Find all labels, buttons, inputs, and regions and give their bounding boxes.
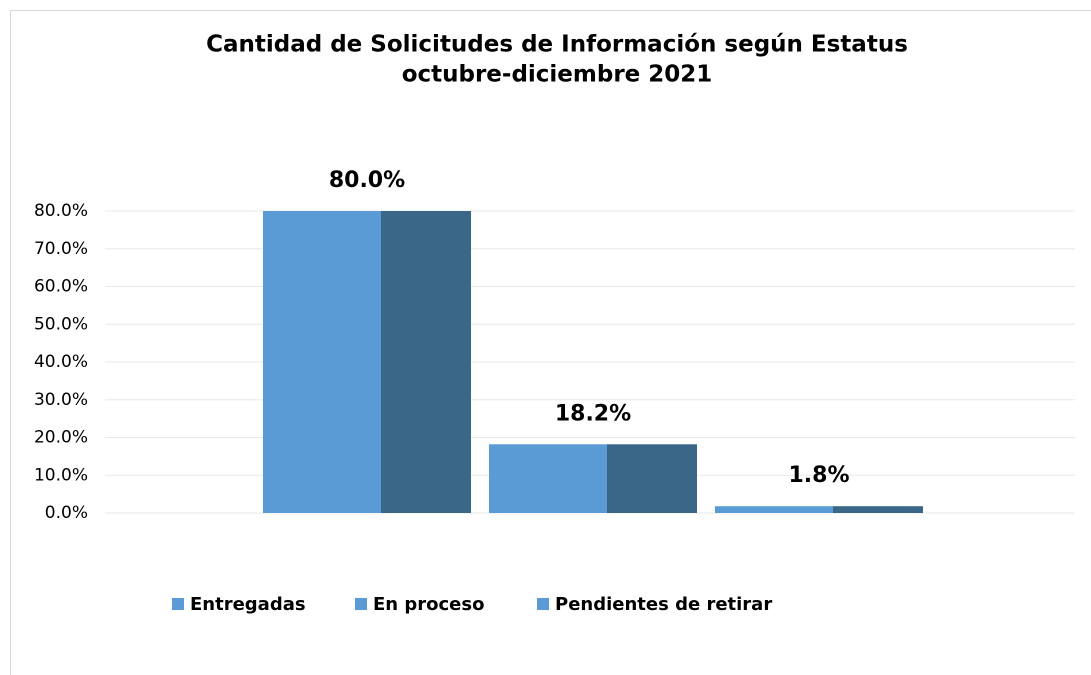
bar-side bbox=[833, 506, 923, 513]
y-tick-label: 60.0% bbox=[34, 277, 88, 297]
y-tick-label: 20.0% bbox=[34, 428, 88, 448]
value-label: 1.8% bbox=[788, 463, 849, 488]
y-tick-label: 30.0% bbox=[34, 390, 88, 410]
legend-swatch bbox=[355, 598, 367, 610]
bar bbox=[715, 506, 833, 513]
y-tick-label: 40.0% bbox=[34, 352, 88, 372]
y-tick-label: 50.0% bbox=[34, 314, 88, 334]
y-tick-label: 10.0% bbox=[34, 465, 88, 485]
bar bbox=[263, 211, 381, 513]
legend-label: Pendientes de retirar bbox=[555, 594, 772, 615]
bar bbox=[489, 444, 607, 513]
legend-label: Entregadas bbox=[190, 594, 306, 615]
y-tick-label: 80.0% bbox=[34, 201, 88, 221]
legend-swatch bbox=[537, 598, 549, 610]
y-tick-label: 70.0% bbox=[34, 239, 88, 259]
chart-subtitle: octubre-diciembre 2021 bbox=[402, 62, 713, 88]
y-tick-label: 0.0% bbox=[45, 503, 88, 523]
chart-title: Cantidad de Solicitudes de Información s… bbox=[206, 32, 908, 58]
bar-side bbox=[381, 211, 471, 513]
value-label: 80.0% bbox=[329, 168, 405, 193]
chart-frame bbox=[10, 10, 1091, 675]
bar-side bbox=[607, 444, 697, 513]
legend-label: En proceso bbox=[373, 594, 484, 615]
legend-swatch bbox=[172, 598, 184, 610]
value-label: 18.2% bbox=[555, 401, 631, 426]
